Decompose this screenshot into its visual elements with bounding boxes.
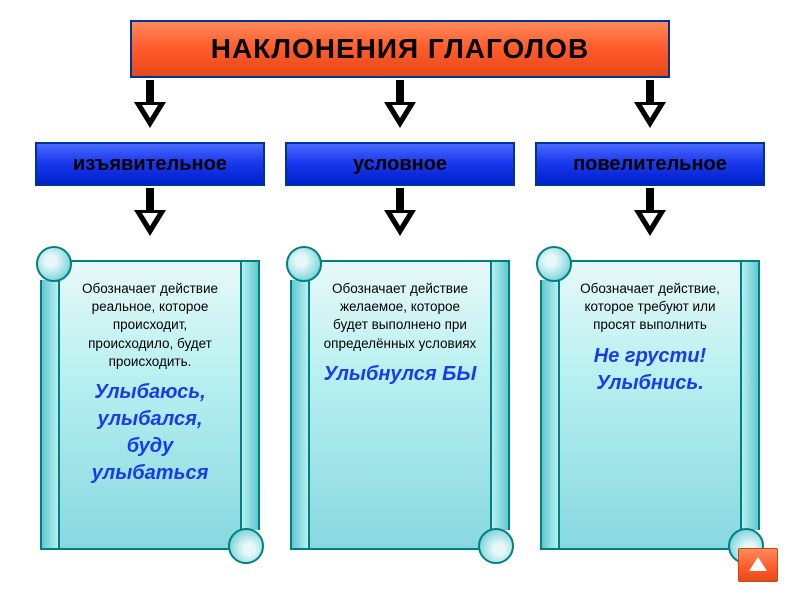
scroll-1-desc: Обозначает действие реальное, которое пр… [72, 280, 228, 371]
category-box-1: изъявительное [35, 142, 265, 186]
arrow-title-to-cat-3-shaft [646, 80, 654, 102]
scroll-3-desc: Обозначает действие, которое требуют или… [572, 280, 728, 335]
scroll-1: Обозначает действие реальное, которое пр… [30, 250, 270, 560]
scroll-1-edge-right [242, 260, 260, 530]
scroll-2-curl-br [478, 528, 514, 564]
arrow-title-to-cat-1-shaft [146, 80, 154, 102]
scroll-1-curl-tl [36, 246, 72, 282]
arrow-title-to-cat-2-shaft [396, 80, 404, 102]
arrow-title-to-cat-1-head-inner [142, 105, 158, 118]
category-box-2: условное [285, 142, 515, 186]
category-label-3: повелительное [573, 153, 727, 176]
arrow-cat-to-scroll-3-shaft [646, 188, 654, 210]
arrow-cat-to-scroll-2-head-inner [392, 213, 408, 226]
arrow-cat-to-scroll-1-shaft [146, 188, 154, 210]
scroll-3-edge-right [742, 260, 760, 530]
category-box-3: повелительное [535, 142, 765, 186]
scroll-2-body: Обозначает действие желаемое, которое бу… [308, 260, 492, 550]
scroll-2: Обозначает действие желаемое, которое бу… [280, 250, 520, 560]
scroll-3-curl-tl [536, 246, 572, 282]
arrow-cat-to-scroll-2-shaft [396, 188, 404, 210]
scroll-2-desc: Обозначает действие желаемое, которое бу… [322, 280, 478, 353]
scroll-1-curl-br [228, 528, 264, 564]
scroll-3-edge-left [540, 280, 558, 550]
arrow-title-to-cat-3-head-inner [642, 105, 658, 118]
scroll-1-edge-left [40, 280, 58, 550]
scroll-3-example: Не грусти! Улыбнись. [572, 343, 728, 397]
scroll-2-curl-tl [286, 246, 322, 282]
nav-up-button[interactable] [738, 548, 778, 582]
scroll-2-edge-left [290, 280, 308, 550]
scroll-1-example: Улыбаюсь, улыбался, буду улыбаться [72, 379, 228, 487]
scroll-3-body: Обозначает действие, которое требуют или… [558, 260, 742, 550]
category-label-2: условное [353, 153, 447, 176]
title-text: НАКЛОНЕНИЯ ГЛАГОЛОВ [211, 33, 589, 65]
scroll-3: Обозначает действие, которое требуют или… [530, 250, 770, 560]
scroll-1-body: Обозначает действие реальное, которое пр… [58, 260, 242, 550]
scroll-2-example: Улыбнулся БЫ [322, 361, 478, 388]
arrow-title-to-cat-2-head-inner [392, 105, 408, 118]
scroll-2-edge-right [492, 260, 510, 530]
title-box: НАКЛОНЕНИЯ ГЛАГОЛОВ [130, 20, 670, 78]
category-label-1: изъявительное [73, 153, 227, 176]
arrow-cat-to-scroll-1-head-inner [142, 213, 158, 226]
arrow-cat-to-scroll-3-head-inner [642, 213, 658, 226]
